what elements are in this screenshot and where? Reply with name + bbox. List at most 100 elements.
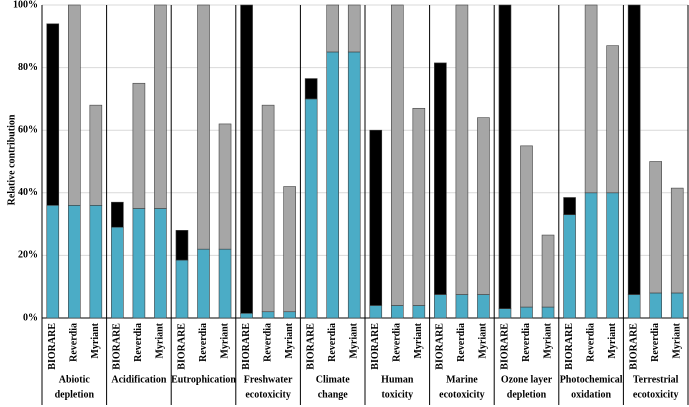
x-tick-label: Myriant (542, 322, 553, 358)
bar-segment (89, 104, 103, 206)
group-label: ecotoxicity (245, 389, 291, 400)
x-tick-label: Reverdia (133, 323, 144, 362)
group-label: Eutrophication (171, 374, 236, 385)
group-label: oxidation (571, 389, 611, 400)
bar-segment (46, 205, 60, 319)
x-tick-label: Reverdia (262, 323, 273, 362)
bar-segment (541, 234, 555, 308)
bar-segment (584, 192, 598, 319)
x-tick-label: Myriant (219, 322, 230, 358)
x-tick-label: Myriant (607, 322, 618, 358)
bar-segment (434, 294, 447, 319)
x-tick-label: Myriant (413, 322, 424, 358)
bar-segment (369, 305, 383, 319)
bar-segment (68, 205, 81, 319)
bar-segment (326, 51, 340, 319)
bar-segment (649, 292, 663, 319)
x-tick-label: Reverdia (327, 323, 338, 362)
y-tick-label: 100% (13, 0, 38, 10)
bar-segment (670, 187, 684, 294)
group-label: Human (381, 374, 414, 385)
bar-segment (304, 78, 318, 100)
bar-segment (412, 305, 426, 319)
group-label: Photochemical (560, 374, 623, 385)
bar-segment (498, 308, 512, 319)
bar-segment (520, 145, 533, 308)
bar-segment (390, 4, 404, 306)
bar-segment (89, 205, 103, 319)
bar-segment (627, 294, 641, 319)
bar-segment (412, 107, 426, 306)
bar-segment (584, 4, 598, 194)
x-tick-label: BIORARE (112, 323, 123, 370)
bar-segment (326, 4, 340, 53)
x-tick-label: Myriant (478, 322, 489, 358)
bar-segment (369, 129, 383, 306)
bar-segment (261, 311, 275, 319)
bar-segment (175, 259, 189, 319)
bar-segment (498, 4, 512, 309)
bar-segment (670, 292, 684, 319)
x-tick-label: Myriant (90, 322, 101, 358)
x-tick-label: BIORARE (241, 323, 252, 370)
x-tick-label: BIORARE (564, 323, 575, 370)
bar-segment (347, 4, 361, 53)
bar-segment (520, 306, 533, 319)
bar-segment (434, 62, 447, 295)
bar-segment (154, 4, 167, 209)
bar-segment (455, 4, 469, 295)
group-label: Ozone layer (501, 374, 553, 385)
bar-segment (240, 4, 253, 314)
bar-segment (197, 248, 210, 319)
x-tick-label: BIORARE (499, 323, 510, 370)
x-tick-label: BIORARE (176, 323, 187, 370)
x-tick-label: BIORARE (305, 323, 316, 370)
x-tick-label: Reverdia (69, 323, 80, 362)
y-tick-label: 20% (18, 250, 38, 261)
bar-segment (606, 45, 619, 194)
group-label: ecotoxicity (633, 389, 679, 400)
bar-segment (390, 305, 404, 319)
y-tick-label: 60% (18, 124, 38, 135)
y-tick-label: 40% (18, 187, 38, 198)
x-tick-label: Reverdia (392, 323, 403, 362)
group-label: Marine (446, 374, 478, 385)
group-label: change (318, 389, 349, 400)
bar-segment (283, 186, 296, 313)
group-label: Terrestrial (633, 374, 679, 385)
bar-segment (218, 123, 232, 250)
bar-segment (68, 4, 81, 206)
group-label: toxicity (381, 389, 413, 400)
x-tick-label: Reverdia (198, 323, 209, 362)
x-tick-label: BIORARE (628, 323, 639, 370)
y-tick-label: 0% (23, 312, 38, 323)
group-label: Acidification (111, 374, 166, 385)
x-tick-label: Myriant (284, 322, 295, 358)
bar-segment (154, 208, 167, 319)
x-tick-label: BIORARE (435, 323, 446, 370)
bar-segment (563, 197, 576, 216)
x-tick-label: Reverdia (521, 323, 532, 362)
bar-segment (240, 313, 253, 319)
group-label: depletion (507, 389, 547, 400)
bar-segment (606, 192, 619, 319)
bar-segment (304, 98, 318, 319)
bar-segment (477, 117, 490, 295)
bar-segment (261, 104, 275, 313)
bar-segment (627, 4, 641, 295)
group-label: ecotoxicity (439, 389, 485, 400)
group-label: Climate (316, 374, 350, 385)
x-tick-label: BIORARE (47, 323, 58, 370)
x-tick-label: Myriant (155, 322, 166, 358)
bar-segment (283, 311, 296, 319)
bar-segment (111, 226, 124, 319)
y-tick-label: 80% (18, 62, 38, 73)
x-tick-label: Myriant (349, 322, 360, 358)
bar-segment (541, 306, 555, 319)
group-label: Abiotic (59, 374, 91, 385)
bar-segment (649, 161, 663, 294)
bar-segment (477, 294, 490, 319)
x-tick-label: Reverdia (585, 323, 596, 362)
bar-segment (218, 248, 232, 319)
